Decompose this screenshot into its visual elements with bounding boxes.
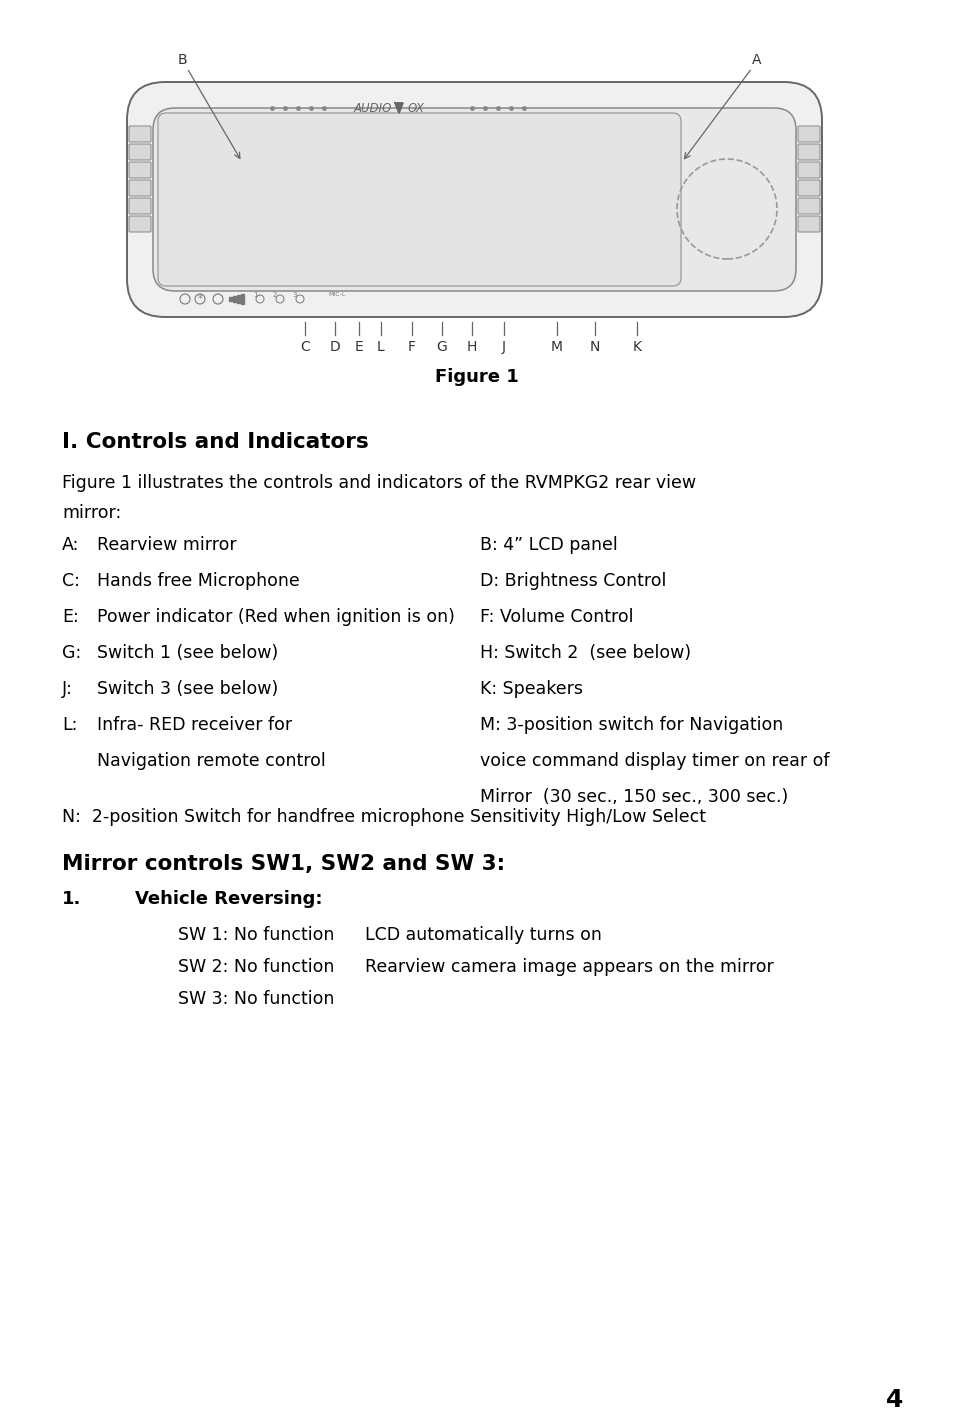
FancyBboxPatch shape <box>129 181 151 196</box>
Text: 2: 2 <box>273 292 277 299</box>
FancyBboxPatch shape <box>797 198 820 213</box>
Text: Figure 1 illustrates the controls and indicators of the RVMPKG2 rear view: Figure 1 illustrates the controls and in… <box>62 474 696 492</box>
FancyBboxPatch shape <box>797 162 820 178</box>
Text: B: B <box>177 53 187 67</box>
Text: Mirror controls SW1, SW2 and SW 3:: Mirror controls SW1, SW2 and SW 3: <box>62 855 504 875</box>
FancyBboxPatch shape <box>797 181 820 196</box>
Text: K: Speakers: K: Speakers <box>479 680 582 698</box>
Text: G:: G: <box>62 644 81 663</box>
Text: A:: A: <box>62 536 79 555</box>
Text: C:: C: <box>62 572 80 590</box>
Text: Power indicator (Red when ignition is on): Power indicator (Red when ignition is on… <box>97 609 455 626</box>
Text: A: A <box>752 53 760 67</box>
Polygon shape <box>395 102 402 112</box>
Text: E:: E: <box>62 609 79 626</box>
FancyBboxPatch shape <box>797 127 820 142</box>
Text: *: * <box>197 294 202 304</box>
Text: D: Brightness Control: D: Brightness Control <box>479 572 666 590</box>
Text: MIC-L: MIC-L <box>328 293 345 297</box>
Text: M: 3-position switch for Navigation: M: 3-position switch for Navigation <box>479 717 782 734</box>
Text: SW 2: No function: SW 2: No function <box>178 958 334 975</box>
Text: 3: 3 <box>293 292 297 299</box>
Bar <box>229 297 232 301</box>
Text: B: 4” LCD panel: B: 4” LCD panel <box>479 536 618 555</box>
Text: F: Volume Control: F: Volume Control <box>479 609 633 626</box>
FancyBboxPatch shape <box>797 216 820 232</box>
FancyBboxPatch shape <box>129 144 151 161</box>
FancyBboxPatch shape <box>127 82 821 317</box>
Text: D: D <box>330 340 340 354</box>
Text: H: Switch 2  (see below): H: Switch 2 (see below) <box>479 644 690 663</box>
Text: AUDIO: AUDIO <box>354 101 392 115</box>
Text: L: L <box>376 340 384 354</box>
Text: C: C <box>300 340 310 354</box>
Text: E: E <box>355 340 363 354</box>
Text: Switch 3 (see below): Switch 3 (see below) <box>97 680 278 698</box>
Text: 1: 1 <box>253 292 257 299</box>
FancyBboxPatch shape <box>129 127 151 142</box>
Text: L:: L: <box>62 717 77 734</box>
FancyBboxPatch shape <box>129 162 151 178</box>
Text: LCD automatically turns on: LCD automatically turns on <box>365 926 601 944</box>
Text: Switch 1 (see below): Switch 1 (see below) <box>97 644 278 663</box>
Text: Figure 1: Figure 1 <box>435 368 518 385</box>
Text: Rearview camera image appears on the mirror: Rearview camera image appears on the mir… <box>365 958 773 975</box>
Text: K: K <box>632 340 640 354</box>
Text: SW 3: No function: SW 3: No function <box>178 990 334 1008</box>
Text: 4: 4 <box>885 1388 902 1412</box>
Text: I. Controls and Indicators: I. Controls and Indicators <box>62 432 369 452</box>
Text: J:: J: <box>62 680 72 698</box>
Text: Rearview mirror: Rearview mirror <box>97 536 236 555</box>
Text: N:  2-position Switch for handfree microphone Sensitivity High/Low Select: N: 2-position Switch for handfree microp… <box>62 808 705 826</box>
FancyBboxPatch shape <box>158 112 680 286</box>
FancyBboxPatch shape <box>129 198 151 213</box>
Text: Infra- RED receiver for: Infra- RED receiver for <box>97 717 292 734</box>
Bar <box>233 296 235 301</box>
Text: Navigation remote control: Navigation remote control <box>97 752 325 769</box>
Bar <box>241 294 244 304</box>
Text: M: M <box>551 340 562 354</box>
FancyBboxPatch shape <box>129 216 151 232</box>
Text: mirror:: mirror: <box>62 503 121 522</box>
Bar <box>236 294 240 303</box>
Text: voice command display timer on rear of: voice command display timer on rear of <box>479 752 828 769</box>
Text: F: F <box>408 340 416 354</box>
Text: Hands free Microphone: Hands free Microphone <box>97 572 299 590</box>
Text: J: J <box>501 340 505 354</box>
Text: 1.: 1. <box>62 890 81 909</box>
FancyBboxPatch shape <box>152 108 795 292</box>
FancyBboxPatch shape <box>797 144 820 161</box>
Text: G: G <box>436 340 447 354</box>
Text: OX: OX <box>408 101 424 115</box>
Text: Mirror  (30 sec., 150 sec., 300 sec.): Mirror (30 sec., 150 sec., 300 sec.) <box>479 788 787 806</box>
Text: SW 1: No function: SW 1: No function <box>178 926 334 944</box>
Text: Vehicle Reversing:: Vehicle Reversing: <box>135 890 322 909</box>
Text: H: H <box>466 340 476 354</box>
Text: N: N <box>589 340 599 354</box>
